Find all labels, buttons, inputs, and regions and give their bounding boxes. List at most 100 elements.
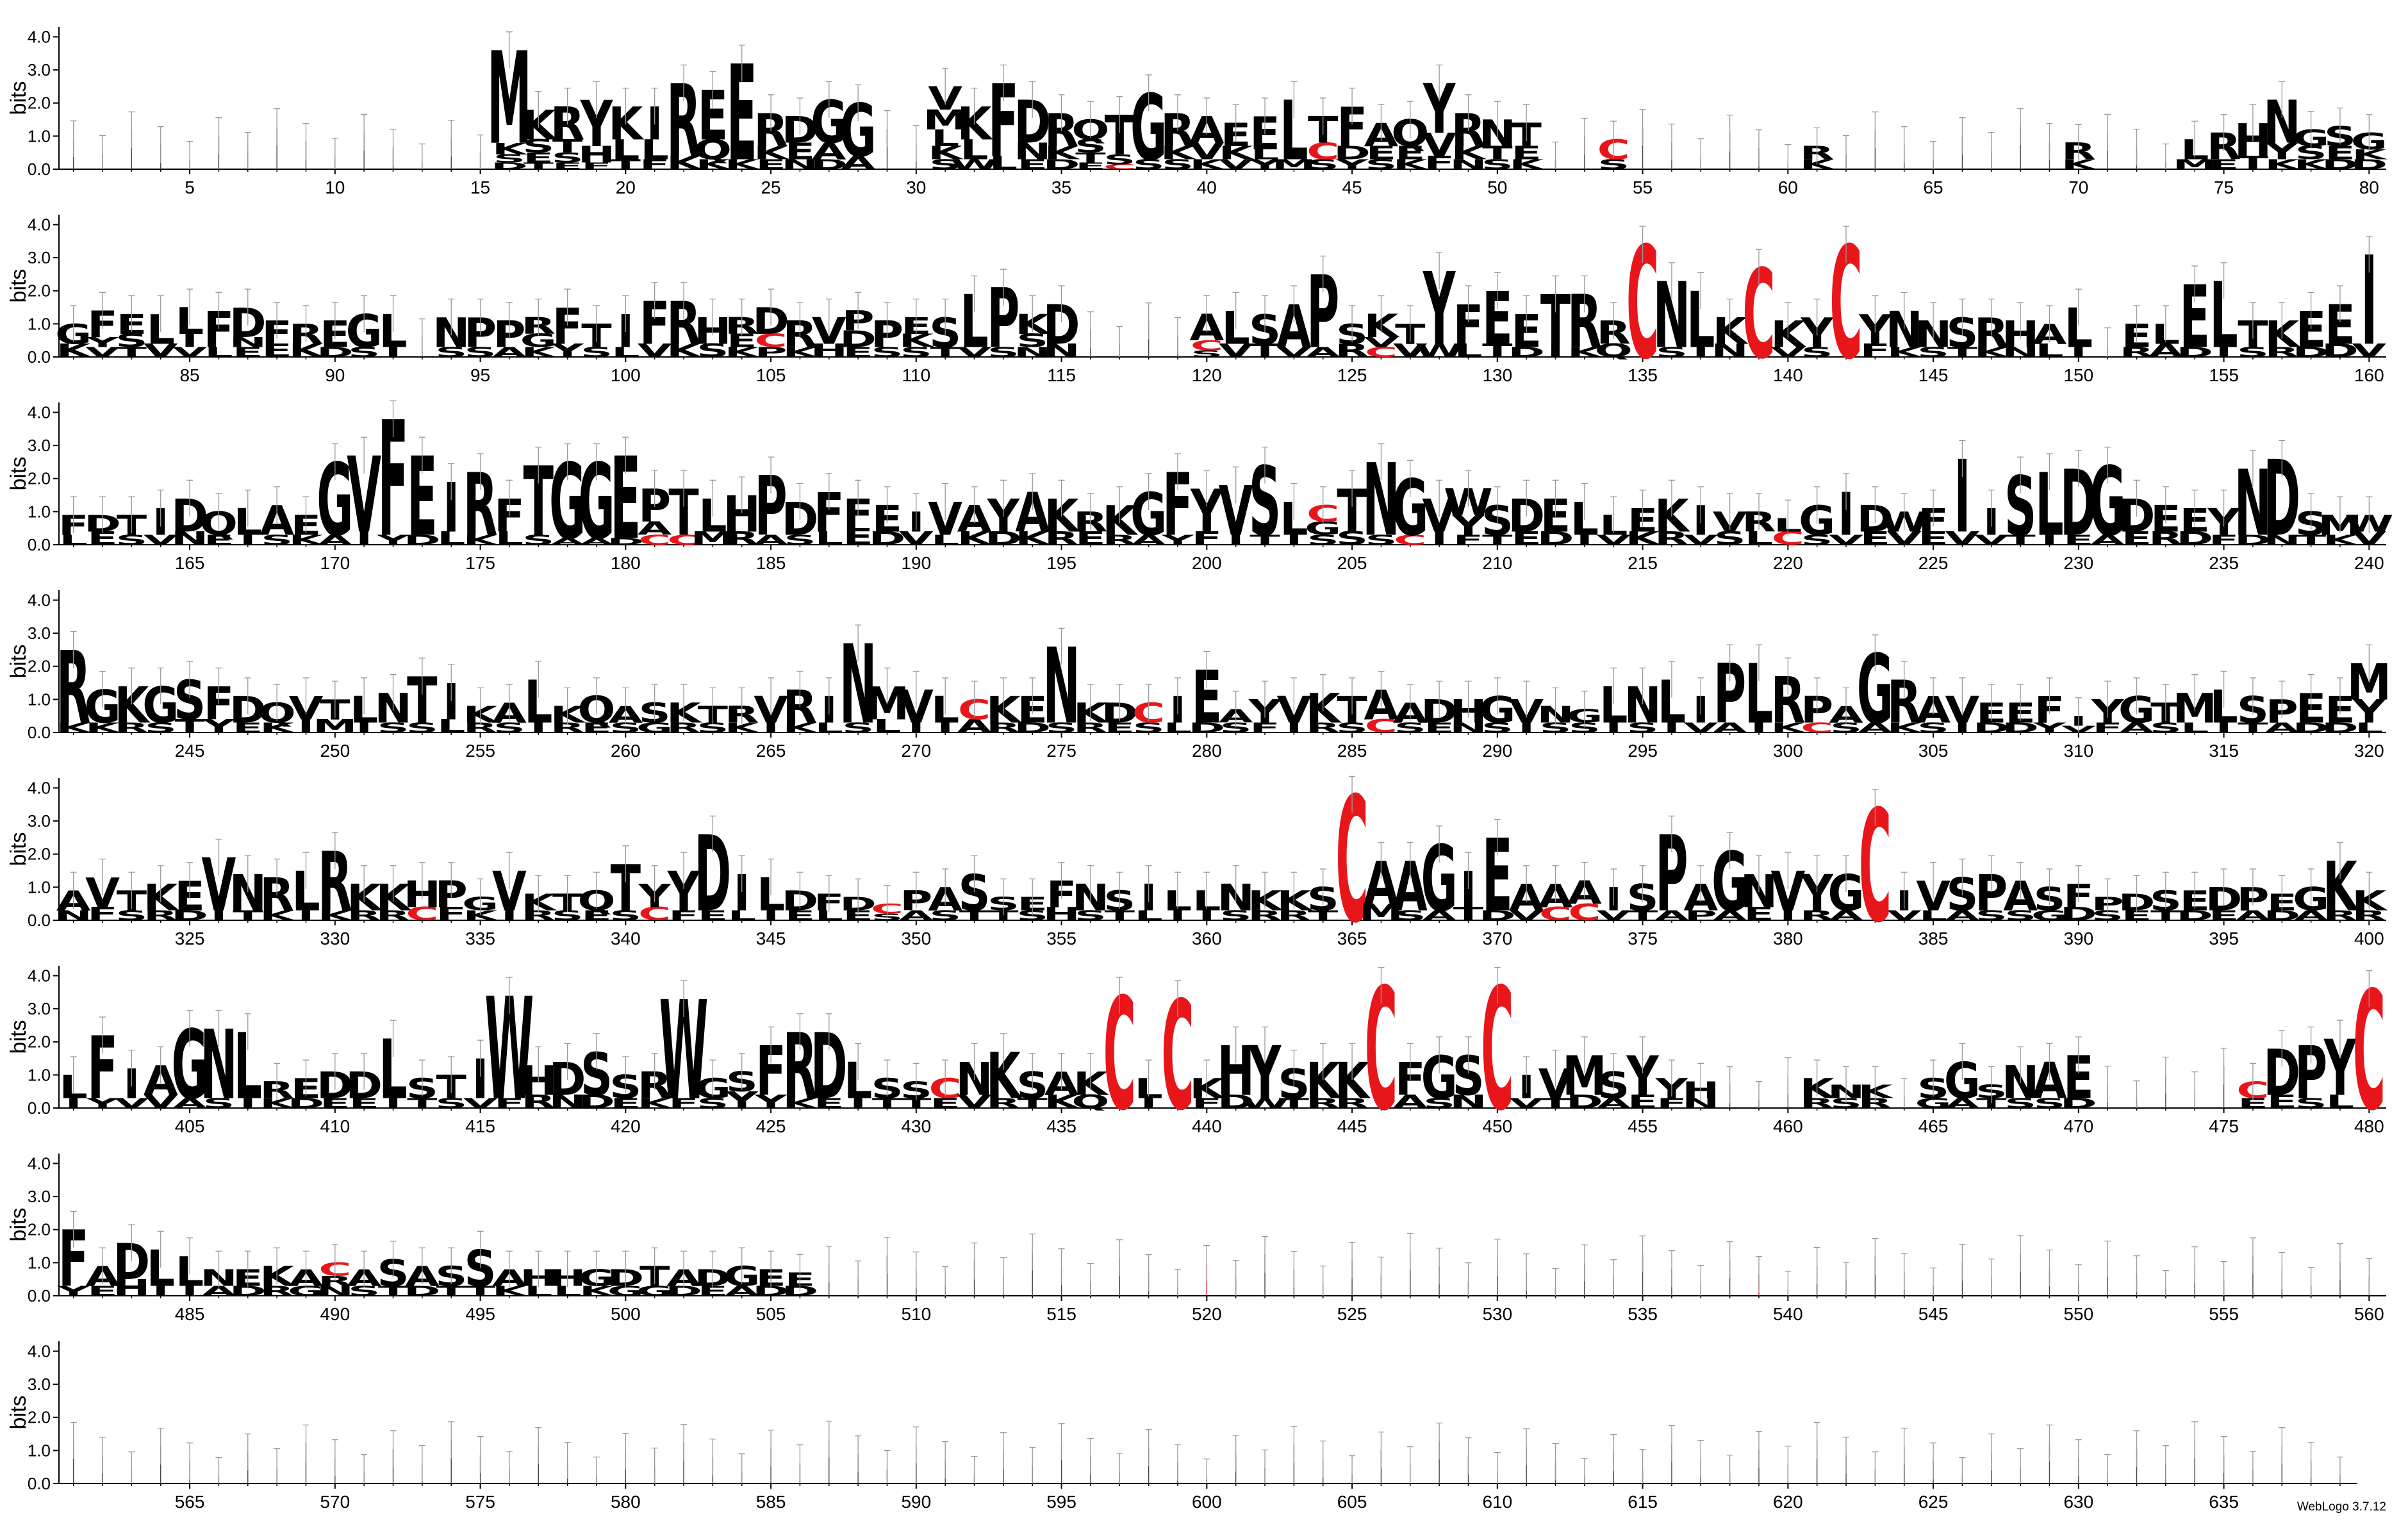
logo-letter: S <box>348 345 380 361</box>
logo-letter: T <box>1075 150 1105 166</box>
x-tick-label: 20 <box>616 178 636 197</box>
logo-letter: N <box>781 157 818 173</box>
y-tick-label: 0.0 <box>28 535 51 554</box>
logo-letter: L <box>611 134 639 165</box>
logo-letter: H <box>811 340 848 361</box>
logo-letter: K <box>521 101 557 149</box>
logo-letter: S <box>929 157 961 173</box>
logo-letter: S <box>1133 157 1165 173</box>
x-tick-label: 150 <box>2063 365 2093 385</box>
x-tick-label: 240 <box>2354 553 2384 573</box>
logo-letter: K <box>666 153 702 174</box>
x-tick-label: 520 <box>1192 1304 1222 1324</box>
y-tick-label: 4.0 <box>28 27 51 46</box>
logo-letter: E <box>552 161 582 172</box>
logo-letter: V <box>1189 138 1224 165</box>
logo-letter: N <box>229 335 267 351</box>
logo-letter: E <box>2209 157 2239 173</box>
logo-letter: R <box>1335 340 1369 361</box>
x-tick-label: 360 <box>1192 929 1222 948</box>
logo-letter: K <box>695 157 732 173</box>
logo-letter: S <box>493 152 525 165</box>
x-tick-label: 565 <box>175 1492 205 1512</box>
logo-letter: F <box>581 161 611 172</box>
x-tick-label: 575 <box>465 1492 495 1512</box>
y-tick-label: 3.0 <box>28 624 51 643</box>
x-tick-label: 585 <box>756 1492 786 1512</box>
logo-letter: T <box>1249 340 1280 361</box>
x-tick-label: 310 <box>2063 741 2093 761</box>
x-tick-label: 55 <box>1633 178 1653 197</box>
logo-letter: K <box>289 340 325 361</box>
logo-letter: P <box>755 345 788 361</box>
logo-letter: K <box>1451 142 1487 163</box>
logo-letter: L <box>1454 340 1482 361</box>
x-tick-label: 375 <box>1628 929 1658 948</box>
logo-letter: Y <box>86 335 120 351</box>
y-axis-label: bits <box>6 457 31 491</box>
x-tick-label: 295 <box>1628 741 1658 761</box>
logo-letter: K <box>1858 1081 1893 1102</box>
logo-letter: K <box>899 330 935 351</box>
y-tick-label: 2.0 <box>28 1220 51 1239</box>
logo-letter: S <box>1103 152 1135 168</box>
logo-letter: K <box>1015 309 1051 340</box>
x-tick-label: 395 <box>2209 929 2239 948</box>
logo-letter: S <box>900 345 932 361</box>
x-tick-label: 245 <box>175 741 205 761</box>
logo-letter: Q <box>1595 340 1633 361</box>
logo-letter: N <box>1711 340 1749 361</box>
logo-letter: K <box>1567 345 1604 361</box>
logo-letter: E <box>233 345 263 361</box>
y-axis-label: bits <box>6 1208 31 1242</box>
x-tick-label: 325 <box>175 929 205 948</box>
logo-letter: E <box>755 157 786 173</box>
logo-letter: E <box>843 345 873 361</box>
x-tick-label: 305 <box>1918 741 1949 761</box>
logo-letter: T <box>2238 153 2268 174</box>
x-tick-label: 475 <box>2209 1116 2239 1136</box>
x-tick-label: 590 <box>901 1492 931 1512</box>
x-tick-label: 420 <box>611 1116 641 1136</box>
x-tick-label: 610 <box>1482 1492 1512 1512</box>
x-tick-label: 85 <box>179 365 199 385</box>
x-tick-label: 110 <box>902 365 931 385</box>
x-tick-label: 525 <box>1337 1304 1367 1324</box>
logo-letter: T <box>117 345 147 361</box>
logo-letter: I <box>181 330 198 351</box>
logo-letter: C <box>755 330 788 351</box>
logo-letter: V <box>1276 345 1311 361</box>
x-tick-label: 560 <box>2354 1304 2384 1324</box>
x-tick-label: 200 <box>1192 553 1222 573</box>
logo-letter: T <box>524 161 554 172</box>
y-tick-label: 2.0 <box>28 281 51 301</box>
x-tick-label: 145 <box>1918 365 1949 385</box>
logo-letter: A <box>492 345 527 361</box>
x-tick-label: 70 <box>2068 178 2088 197</box>
logo-letter: K <box>666 340 702 361</box>
logo-letter: F <box>639 157 670 173</box>
y-tick-label: 3.0 <box>28 436 51 455</box>
logo-letter: E <box>785 138 815 165</box>
x-tick-label: 330 <box>320 929 350 948</box>
logo-letter: V <box>144 340 178 361</box>
x-tick-label: 135 <box>1628 365 1658 385</box>
x-tick-label: 210 <box>1482 553 1512 573</box>
y-tick-label: 3.0 <box>28 1375 51 1394</box>
logo-letter: E <box>1366 142 1396 163</box>
logo-letter: T <box>611 157 641 173</box>
logo-letter: E <box>261 340 292 361</box>
x-tick-label: 220 <box>1773 553 1803 573</box>
logo-letter: L <box>960 134 988 165</box>
y-axis-label: bits <box>6 81 31 115</box>
logo-letter: S <box>1307 157 1339 173</box>
logo-letter: D <box>491 161 528 172</box>
x-tick-label: 80 <box>2359 178 2379 197</box>
x-tick-label: 285 <box>1337 741 1367 761</box>
logo-letter: K <box>1800 157 1836 173</box>
x-tick-label: 40 <box>1197 178 1217 197</box>
x-tick-label: 530 <box>1482 1304 1512 1324</box>
x-tick-label: 265 <box>756 741 786 761</box>
